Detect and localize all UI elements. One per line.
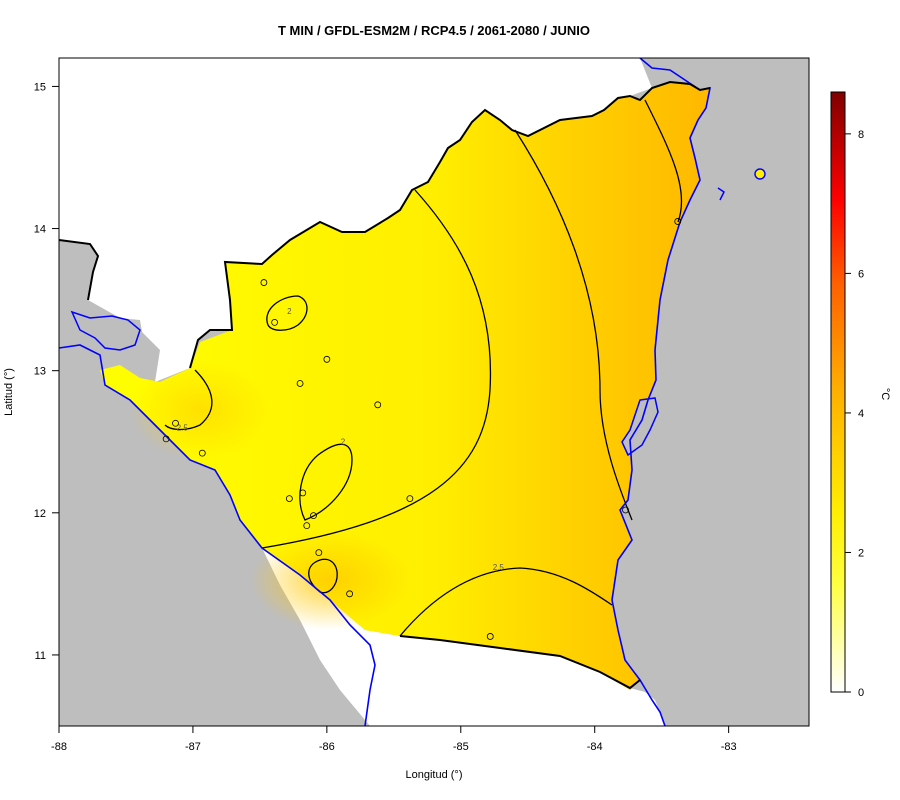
northern-border (59, 80, 711, 369)
contour-label: 2 (287, 307, 292, 316)
pearl-lagoon (621, 397, 659, 457)
cay-outline (717, 187, 725, 201)
station-marker (323, 355, 331, 363)
colorbar-tick-label: 6 (858, 268, 864, 280)
gulf-of-fonseca (70, 310, 141, 351)
colorbar-tick-label: 0 (858, 687, 864, 699)
station-marker (374, 401, 382, 409)
y-axis: 11 12 13 14 15 (34, 81, 59, 662)
station-marker (315, 549, 323, 557)
pacific-coastline (59, 344, 376, 726)
corn-island (754, 168, 766, 180)
map-title: T MIN / GFDL-ESM2M / RCP4.5 / 2061-2080 … (278, 23, 590, 38)
x-tick-label: -85 (453, 741, 469, 753)
y-tick-label: 15 (34, 81, 46, 93)
station-marker (406, 495, 414, 502)
contour-line (399, 567, 613, 637)
x-tick-label: -87 (185, 741, 201, 753)
station-marker (486, 633, 494, 640)
x-axis-label: Longitud (°) (406, 769, 463, 781)
station-marker (172, 419, 179, 427)
station-marker (296, 380, 304, 387)
colorbar-unit: °C (879, 388, 891, 400)
plot-frame (58, 57, 810, 727)
station-marker (310, 512, 317, 520)
station-marker (346, 590, 354, 598)
contour-line (261, 189, 492, 549)
contour-line (164, 369, 213, 431)
contour-line (308, 558, 338, 594)
station-marker (260, 279, 268, 286)
contour-line (266, 295, 308, 331)
y-tick-label: 14 (34, 224, 46, 236)
temperature-field (100, 82, 710, 690)
y-axis-label: Latitud (°) (3, 368, 15, 416)
station-marker (162, 435, 170, 443)
plot-area: 2 2.5 2 2.5 (59, 58, 809, 726)
contour-line (299, 443, 353, 521)
y-tick-label: 13 (34, 366, 46, 378)
colorbar-scale (830, 91, 846, 693)
station-marker (285, 495, 293, 502)
contour-lines (164, 99, 683, 637)
caribbean-coastline (611, 58, 712, 726)
station-markers (162, 218, 682, 640)
colorbar-tick-label: 2 (858, 547, 864, 559)
station-marker (303, 522, 311, 529)
contour-line (644, 99, 683, 223)
costa-rica-land (262, 548, 665, 726)
contour-line (514, 129, 633, 521)
contour-label: 2.5 (177, 424, 189, 433)
colorbar: 0 2 4 6 8 °C (830, 91, 891, 699)
x-tick-label: -84 (587, 741, 603, 753)
y-tick-label: 11 (35, 650, 46, 662)
station-marker (622, 506, 629, 514)
colorbar-ticks: 0 2 4 6 8 (845, 129, 864, 699)
y-tick-label: 12 (34, 508, 46, 520)
colorbar-tick-label: 4 (858, 408, 864, 420)
contour-label: 2.5 (493, 563, 505, 572)
x-tick-label: -88 (51, 741, 67, 753)
colorbar-tick-label: 8 (858, 129, 864, 141)
x-tick-label: -83 (721, 741, 737, 753)
station-marker (674, 218, 682, 225)
station-marker (299, 489, 307, 497)
honduras-land (59, 58, 652, 382)
x-tick-label: -86 (319, 741, 335, 753)
station-marker (271, 318, 279, 326)
warm-zone-southwest (250, 530, 410, 630)
contour-labels: 2 2.5 2 2.5 (177, 307, 505, 572)
southern-border (399, 635, 641, 690)
station-marker (198, 449, 206, 457)
x-axis: -88 -87 -86 -85 -84 -83 (51, 726, 737, 753)
contour-label: 2 (341, 438, 346, 447)
